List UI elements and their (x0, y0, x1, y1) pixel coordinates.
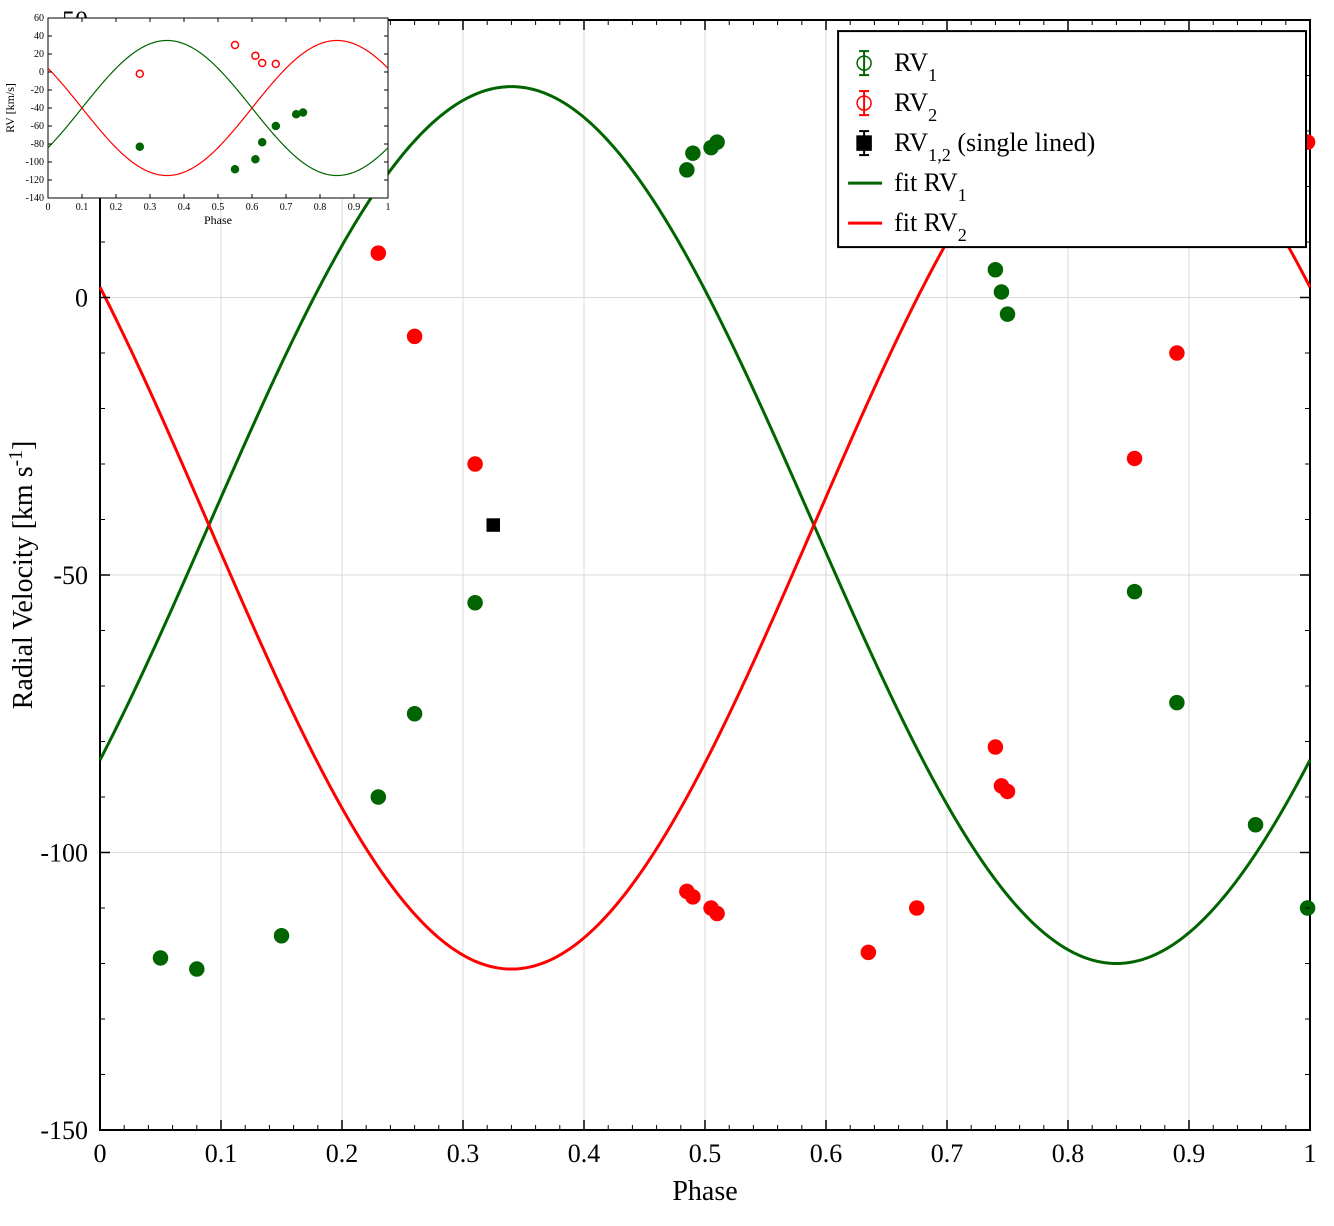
rv-phase-chart: 0 0.1 0.2 0.3 0.4 0.5 0.6 0.7 0.8 0.9 1 -150 -100 -50… (0, 0, 1334, 1226)
svg-text:0.6: 0.6 (810, 1139, 843, 1168)
svg-text:0.8: 0.8 (1052, 1139, 1085, 1168)
chart-svg: 0 0.1 0.2 0.3 0.4 0.5 0.6 0.7 0.8 0.9 1 -150 -100 -50… (0, 0, 1334, 1226)
svg-text:0.7: 0.7 (931, 1139, 964, 1168)
svg-text:RV [km/s]: RV [km/s] (3, 83, 17, 133)
svg-text:-100: -100 (26, 157, 44, 168)
svg-text:-150: -150 (40, 1116, 88, 1145)
svg-text:1: 1 (1304, 1139, 1317, 1168)
svg-text:0.9: 0.9 (1173, 1139, 1206, 1168)
svg-text:40: 40 (34, 31, 44, 42)
svg-text:Phase: Phase (204, 213, 232, 227)
svg-text:0.7: 0.7 (280, 202, 293, 213)
rv12-points (487, 519, 499, 531)
legend: RV1RV2RV1,2 (single lined)fit RV1fit RV2 (838, 31, 1306, 247)
svg-text:-80: -80 (31, 139, 44, 150)
xlabel: Phase (672, 1176, 737, 1207)
svg-text:0.1: 0.1 (205, 1139, 238, 1168)
svg-text:-100: -100 (40, 839, 88, 868)
svg-text:0.3: 0.3 (144, 202, 157, 213)
ylabel: Radial Velocity [km s-1] (6, 441, 40, 710)
svg-text:0.9: 0.9 (348, 202, 361, 213)
svg-text:-50: -50 (53, 561, 88, 590)
svg-text:0: 0 (94, 1139, 107, 1168)
svg-text:0: 0 (46, 202, 51, 213)
svg-text:0.5: 0.5 (689, 1139, 722, 1168)
svg-text:0.2: 0.2 (110, 202, 123, 213)
svg-text:0.8: 0.8 (314, 202, 327, 213)
svg-text:-20: -20 (31, 85, 44, 96)
svg-text:20: 20 (34, 49, 44, 60)
svg-text:-140: -140 (26, 193, 44, 204)
svg-text:-40: -40 (31, 103, 44, 114)
svg-text:60: 60 (34, 13, 44, 24)
svg-text:0.1: 0.1 (76, 202, 89, 213)
svg-text:0.3: 0.3 (447, 1139, 480, 1168)
svg-text:0: 0 (39, 67, 44, 78)
svg-text:-60: -60 (31, 121, 44, 132)
svg-text:0.4: 0.4 (568, 1139, 601, 1168)
svg-text:1: 1 (386, 202, 391, 213)
svg-text:0.2: 0.2 (326, 1139, 359, 1168)
svg-text:-120: -120 (26, 175, 44, 186)
svg-text:0.4: 0.4 (178, 202, 191, 213)
svg-text:0.5: 0.5 (212, 202, 225, 213)
svg-text:0: 0 (75, 284, 88, 313)
svg-text:0.6: 0.6 (246, 202, 259, 213)
inset-chart: 0 0.1 0.2 0.3 0.4 0.5 0.6 0.7 0.8 0.9 1 -140 -120 -10… (3, 13, 391, 227)
